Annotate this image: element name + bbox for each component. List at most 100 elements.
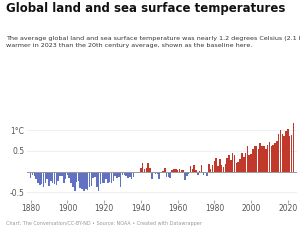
- Bar: [181, 170, 182, 172]
- Bar: [287, 129, 289, 172]
- Bar: [54, 172, 55, 185]
- Bar: [153, 172, 154, 173]
- Bar: [142, 163, 143, 172]
- Bar: [122, 172, 123, 175]
- Bar: [250, 154, 252, 172]
- Bar: [144, 169, 145, 172]
- Bar: [43, 172, 44, 187]
- Bar: [116, 172, 118, 178]
- Bar: [260, 143, 261, 172]
- Bar: [65, 172, 66, 179]
- Bar: [61, 172, 63, 176]
- Bar: [285, 131, 287, 172]
- Bar: [173, 169, 175, 172]
- Bar: [155, 172, 156, 174]
- Bar: [81, 172, 83, 189]
- Bar: [284, 136, 285, 172]
- Bar: [89, 172, 90, 187]
- Bar: [111, 172, 112, 183]
- Bar: [214, 161, 215, 172]
- Bar: [232, 153, 233, 172]
- Bar: [39, 172, 40, 185]
- Bar: [164, 168, 166, 172]
- Bar: [228, 155, 230, 172]
- Bar: [219, 159, 220, 172]
- Bar: [151, 172, 153, 179]
- Bar: [63, 172, 64, 183]
- Bar: [138, 172, 140, 173]
- Bar: [188, 172, 189, 174]
- Bar: [57, 172, 59, 181]
- Bar: [263, 146, 265, 172]
- Bar: [147, 163, 149, 172]
- Bar: [276, 141, 278, 172]
- Bar: [206, 172, 208, 176]
- Bar: [166, 172, 167, 177]
- Bar: [127, 172, 129, 178]
- Bar: [135, 172, 136, 173]
- Bar: [30, 172, 31, 178]
- Bar: [107, 172, 109, 183]
- Bar: [186, 172, 188, 176]
- Bar: [223, 167, 224, 172]
- Bar: [103, 172, 105, 183]
- Bar: [212, 165, 213, 172]
- Bar: [202, 172, 204, 175]
- Bar: [171, 170, 173, 172]
- Bar: [101, 172, 103, 183]
- Bar: [35, 172, 37, 179]
- Bar: [100, 172, 101, 184]
- Bar: [226, 158, 228, 172]
- Bar: [32, 172, 33, 175]
- Bar: [157, 172, 158, 174]
- Bar: [197, 172, 199, 175]
- Bar: [280, 130, 281, 172]
- Bar: [70, 172, 72, 183]
- Bar: [267, 145, 268, 172]
- Bar: [168, 172, 169, 178]
- Bar: [289, 136, 290, 172]
- Bar: [114, 172, 116, 176]
- Bar: [225, 164, 226, 172]
- Bar: [91, 172, 92, 186]
- Bar: [169, 172, 171, 178]
- Bar: [105, 172, 107, 180]
- Bar: [96, 172, 98, 187]
- Bar: [252, 149, 254, 172]
- Bar: [247, 146, 248, 172]
- Bar: [56, 172, 57, 185]
- Bar: [278, 134, 279, 172]
- Bar: [182, 170, 184, 172]
- Text: Global land and sea surface temperatures: Global land and sea surface temperatures: [6, 2, 285, 15]
- Bar: [48, 172, 50, 186]
- Bar: [274, 143, 276, 172]
- Bar: [109, 172, 110, 182]
- Bar: [272, 145, 274, 172]
- Bar: [269, 142, 270, 172]
- Text: The average global land and sea surface temperature was nearly 1.2 degrees Celsi: The average global land and sea surface …: [6, 36, 300, 48]
- Bar: [68, 172, 70, 178]
- Bar: [83, 172, 85, 192]
- Bar: [158, 172, 160, 179]
- Bar: [80, 172, 81, 188]
- Bar: [72, 172, 74, 187]
- Bar: [67, 172, 68, 175]
- Bar: [230, 160, 232, 172]
- Bar: [140, 168, 142, 172]
- Bar: [175, 169, 177, 172]
- Bar: [256, 146, 257, 172]
- Bar: [248, 155, 250, 172]
- Bar: [76, 172, 77, 182]
- Bar: [162, 171, 164, 172]
- Bar: [261, 146, 263, 172]
- Bar: [237, 162, 239, 172]
- Bar: [74, 172, 76, 191]
- Bar: [254, 146, 256, 172]
- Bar: [292, 123, 294, 172]
- Bar: [85, 172, 87, 189]
- Bar: [201, 165, 202, 172]
- Bar: [258, 149, 259, 172]
- Bar: [59, 172, 61, 176]
- Bar: [98, 172, 99, 191]
- Bar: [215, 158, 217, 172]
